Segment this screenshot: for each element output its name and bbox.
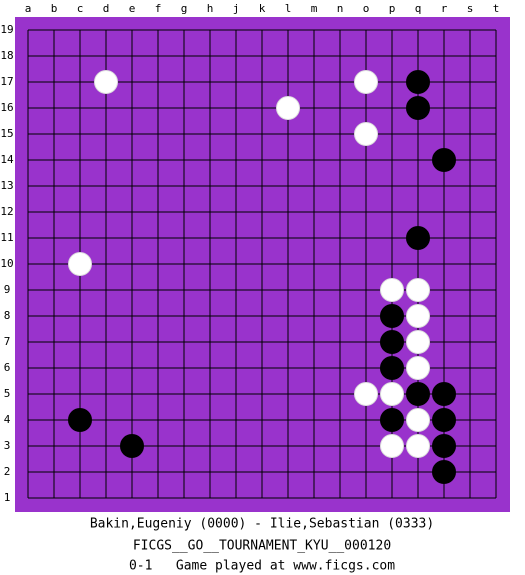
stone-white — [406, 408, 430, 432]
stone-white — [354, 122, 378, 146]
row-label: 2 — [4, 465, 11, 478]
column-label: r — [441, 2, 448, 15]
stone-black — [432, 382, 456, 406]
row-label: 13 — [0, 179, 13, 192]
column-label: m — [311, 2, 318, 15]
stone-white — [380, 278, 404, 302]
stone-black — [406, 226, 430, 250]
row-label: 6 — [4, 361, 11, 374]
column-label: k — [259, 2, 266, 15]
column-label: a — [25, 2, 32, 15]
stone-white — [406, 356, 430, 380]
players: Bakin,Eugeniy (0000) - Ilie,Sebastian (0… — [90, 517, 434, 532]
column-label: p — [389, 2, 396, 15]
row-label: 5 — [4, 387, 11, 400]
row-label: 3 — [4, 439, 11, 452]
column-label: c — [77, 2, 84, 15]
stone-black — [406, 382, 430, 406]
column-label: d — [103, 2, 110, 15]
stone-white — [380, 434, 404, 458]
row-label: 7 — [4, 335, 11, 348]
row-label: 12 — [0, 205, 13, 218]
column-label: h — [207, 2, 214, 15]
column-label: f — [155, 2, 162, 15]
stone-white — [68, 252, 92, 276]
stone-black — [380, 408, 404, 432]
coordinates: a b c d e f g h j k l m n o p q r s t191817161514131211109… — [0, 2, 499, 504]
stone-black — [406, 96, 430, 120]
stone-white — [406, 434, 430, 458]
event: FICGS__GO__TOURNAMENT_KYU__000120 — [133, 539, 391, 554]
result: 0-1 Game played at www.ficgs.com — [129, 559, 395, 574]
stone-black — [432, 408, 456, 432]
row-label: 10 — [0, 257, 13, 270]
stone-black — [68, 408, 92, 432]
stone-black — [406, 70, 430, 94]
stone-black — [380, 356, 404, 380]
row-label: 15 — [0, 127, 13, 140]
column-label: l — [285, 2, 292, 15]
stone-white — [380, 382, 404, 406]
stone-black — [380, 330, 404, 354]
row-label: 19 — [0, 23, 13, 36]
stone-white — [406, 330, 430, 354]
stone-white — [406, 278, 430, 302]
stone-white — [406, 304, 430, 328]
row-label: 14 — [0, 153, 14, 166]
row-label: 16 — [0, 101, 13, 114]
stone-black — [432, 460, 456, 484]
column-label: t — [493, 2, 500, 15]
column-label: g — [181, 2, 188, 15]
stone-black — [432, 434, 456, 458]
column-label: n — [337, 2, 344, 15]
row-label: 11 — [0, 231, 13, 244]
stone-white — [94, 70, 118, 94]
column-label: s — [467, 2, 474, 15]
row-label: 4 — [4, 413, 11, 426]
stone-black — [120, 434, 144, 458]
stone-white — [354, 382, 378, 406]
stone-black — [432, 148, 456, 172]
row-label: 18 — [0, 49, 13, 62]
stone-black — [380, 304, 404, 328]
stone-white — [276, 96, 300, 120]
row-label: 17 — [0, 75, 13, 88]
row-label: 9 — [4, 283, 11, 296]
stones — [68, 70, 456, 484]
column-label: j — [233, 2, 240, 15]
column-label: o — [363, 2, 370, 15]
column-label: b — [51, 2, 58, 15]
column-label: q — [415, 2, 422, 15]
column-label: e — [129, 2, 136, 15]
stone-white — [354, 70, 378, 94]
row-label: 8 — [4, 309, 11, 322]
row-label: 1 — [4, 491, 11, 504]
